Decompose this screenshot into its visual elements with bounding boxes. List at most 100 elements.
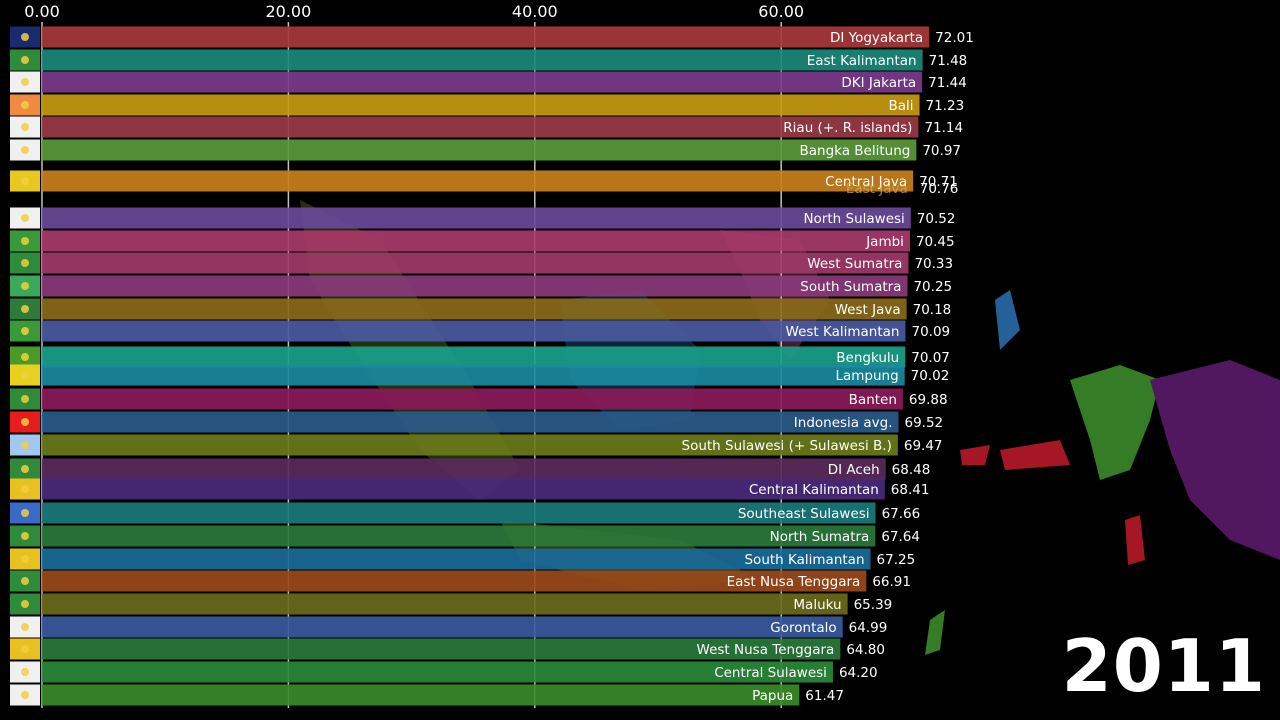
bar-value-label: 71.48 [929,53,968,69]
bar-name-label: South Kalimantan [744,552,864,568]
bar-name-label: Maluku [793,597,841,613]
bar-value-label: 69.52 [904,415,943,431]
bar-value-label: 65.39 [854,597,893,613]
bar [42,638,841,660]
emblem-icon [21,146,29,154]
bar-name-label: East Kalimantan [807,53,917,69]
bar [42,230,910,252]
emblem-icon [21,327,29,335]
bar-name-label: North Sulawesi [803,211,904,227]
emblem-icon [21,353,29,361]
bar-value-label: 67.64 [881,529,920,545]
bar-value-label: 70.07 [911,350,950,366]
emblem-icon [21,237,29,245]
emblem-icon [21,645,29,653]
bar-value-label: 70.76 [920,181,959,197]
bar [42,548,871,570]
bar [42,320,906,342]
bar-name-label: Bali [889,98,914,114]
emblem-icon [21,395,29,403]
x-tick-label: 60.00 [758,2,804,21]
bar [42,570,867,592]
bar-name-label: Banten [849,392,897,408]
bar [42,49,923,71]
bar-name-label: Central Java [825,174,907,190]
bar-name-label: DI Aceh [828,462,880,478]
bar [42,478,885,500]
emblem-icon [21,282,29,290]
flags [10,26,40,706]
emblem-icon [21,600,29,608]
bar-value-label: 64.99 [849,620,888,636]
bar-value-label: 64.80 [846,642,885,658]
bar-value-label: 70.45 [916,234,955,250]
bar-value-label: 67.25 [877,552,916,568]
bar [42,346,906,368]
bars [42,26,930,706]
bar-name-label: West Nusa Tenggara [697,642,835,658]
bar [42,170,914,192]
emblem-icon [21,691,29,699]
emblem-icon [21,78,29,86]
emblem-icon [21,555,29,563]
bar-name-label: Gorontalo [770,620,836,636]
bar [42,616,843,638]
bar-name-label: West Sumatra [807,256,902,272]
bar-name-label: Papua [752,688,793,704]
x-tick-label: 40.00 [512,2,558,21]
bar-value-label: 68.41 [891,482,930,498]
bar-value-label: 67.66 [882,506,921,522]
bar-name-label: Lampung [835,368,898,384]
bar-name-label: Bangka Belitung [799,143,910,159]
bar-name-label: North Sumatra [770,529,870,545]
bar [42,411,899,433]
bar-value-label: 70.25 [913,279,952,295]
bar-name-label: Bengkulu [836,350,899,366]
bar-value-label: 61.47 [805,688,844,704]
bar [42,116,919,138]
bar-value-label: 69.47 [904,438,943,454]
bar-value-label: 64.20 [839,665,878,681]
emblem-icon [21,465,29,473]
bar-name-label: Central Sulawesi [714,665,827,681]
bar-value-label: 72.01 [935,30,974,46]
bar [42,388,903,410]
emblem-icon [21,509,29,517]
bar-value-label: 70.97 [922,143,961,159]
bar-value-label: 70.18 [913,302,952,318]
bar-name-label: Indonesia avg. [794,415,893,431]
bar-name-label: East Java [846,181,908,197]
emblem-icon [21,441,29,449]
bar-labels: DI Yogyakarta 72.01 East Kalimantan 71.48 DK… [682,30,974,704]
emblem-icon [21,177,29,185]
bar-name-label: South Sumatra [800,279,901,295]
emblem-icon [21,259,29,267]
bar-value-label: 66.91 [872,574,911,590]
bar [42,502,876,524]
emblem-icon [21,623,29,631]
emblem-icon [21,56,29,64]
bar [42,275,908,297]
bar-value-label: 71.14 [924,120,963,136]
bar-name-label: East Nusa Tenggara [727,574,861,590]
bar-name-label: Riau (+. R. islands) [783,120,912,136]
bar-name-label: West Kalimantan [786,324,900,340]
bar [42,139,917,161]
bar-name-label: West Java [835,302,901,318]
bar-value-label: 70.09 [912,324,951,340]
x-tick-label: 20.00 [265,2,311,21]
bar-name-label: South Sulawesi (+ Sulawesi B.) [682,438,892,454]
bar [42,298,907,320]
year-label: 2011 [1061,624,1266,708]
bar [42,207,911,229]
bar-name-label: Southeast Sulawesi [738,506,870,522]
bar [42,94,920,116]
bar-name-label: Jambi [865,234,904,250]
bar-name-label: Central Kalimantan [749,482,879,498]
emblem-icon [21,577,29,585]
emblem-icon [21,418,29,426]
emblem-icon [21,101,29,109]
bar-value-label: 69.88 [909,392,948,408]
emblem-icon [21,305,29,313]
